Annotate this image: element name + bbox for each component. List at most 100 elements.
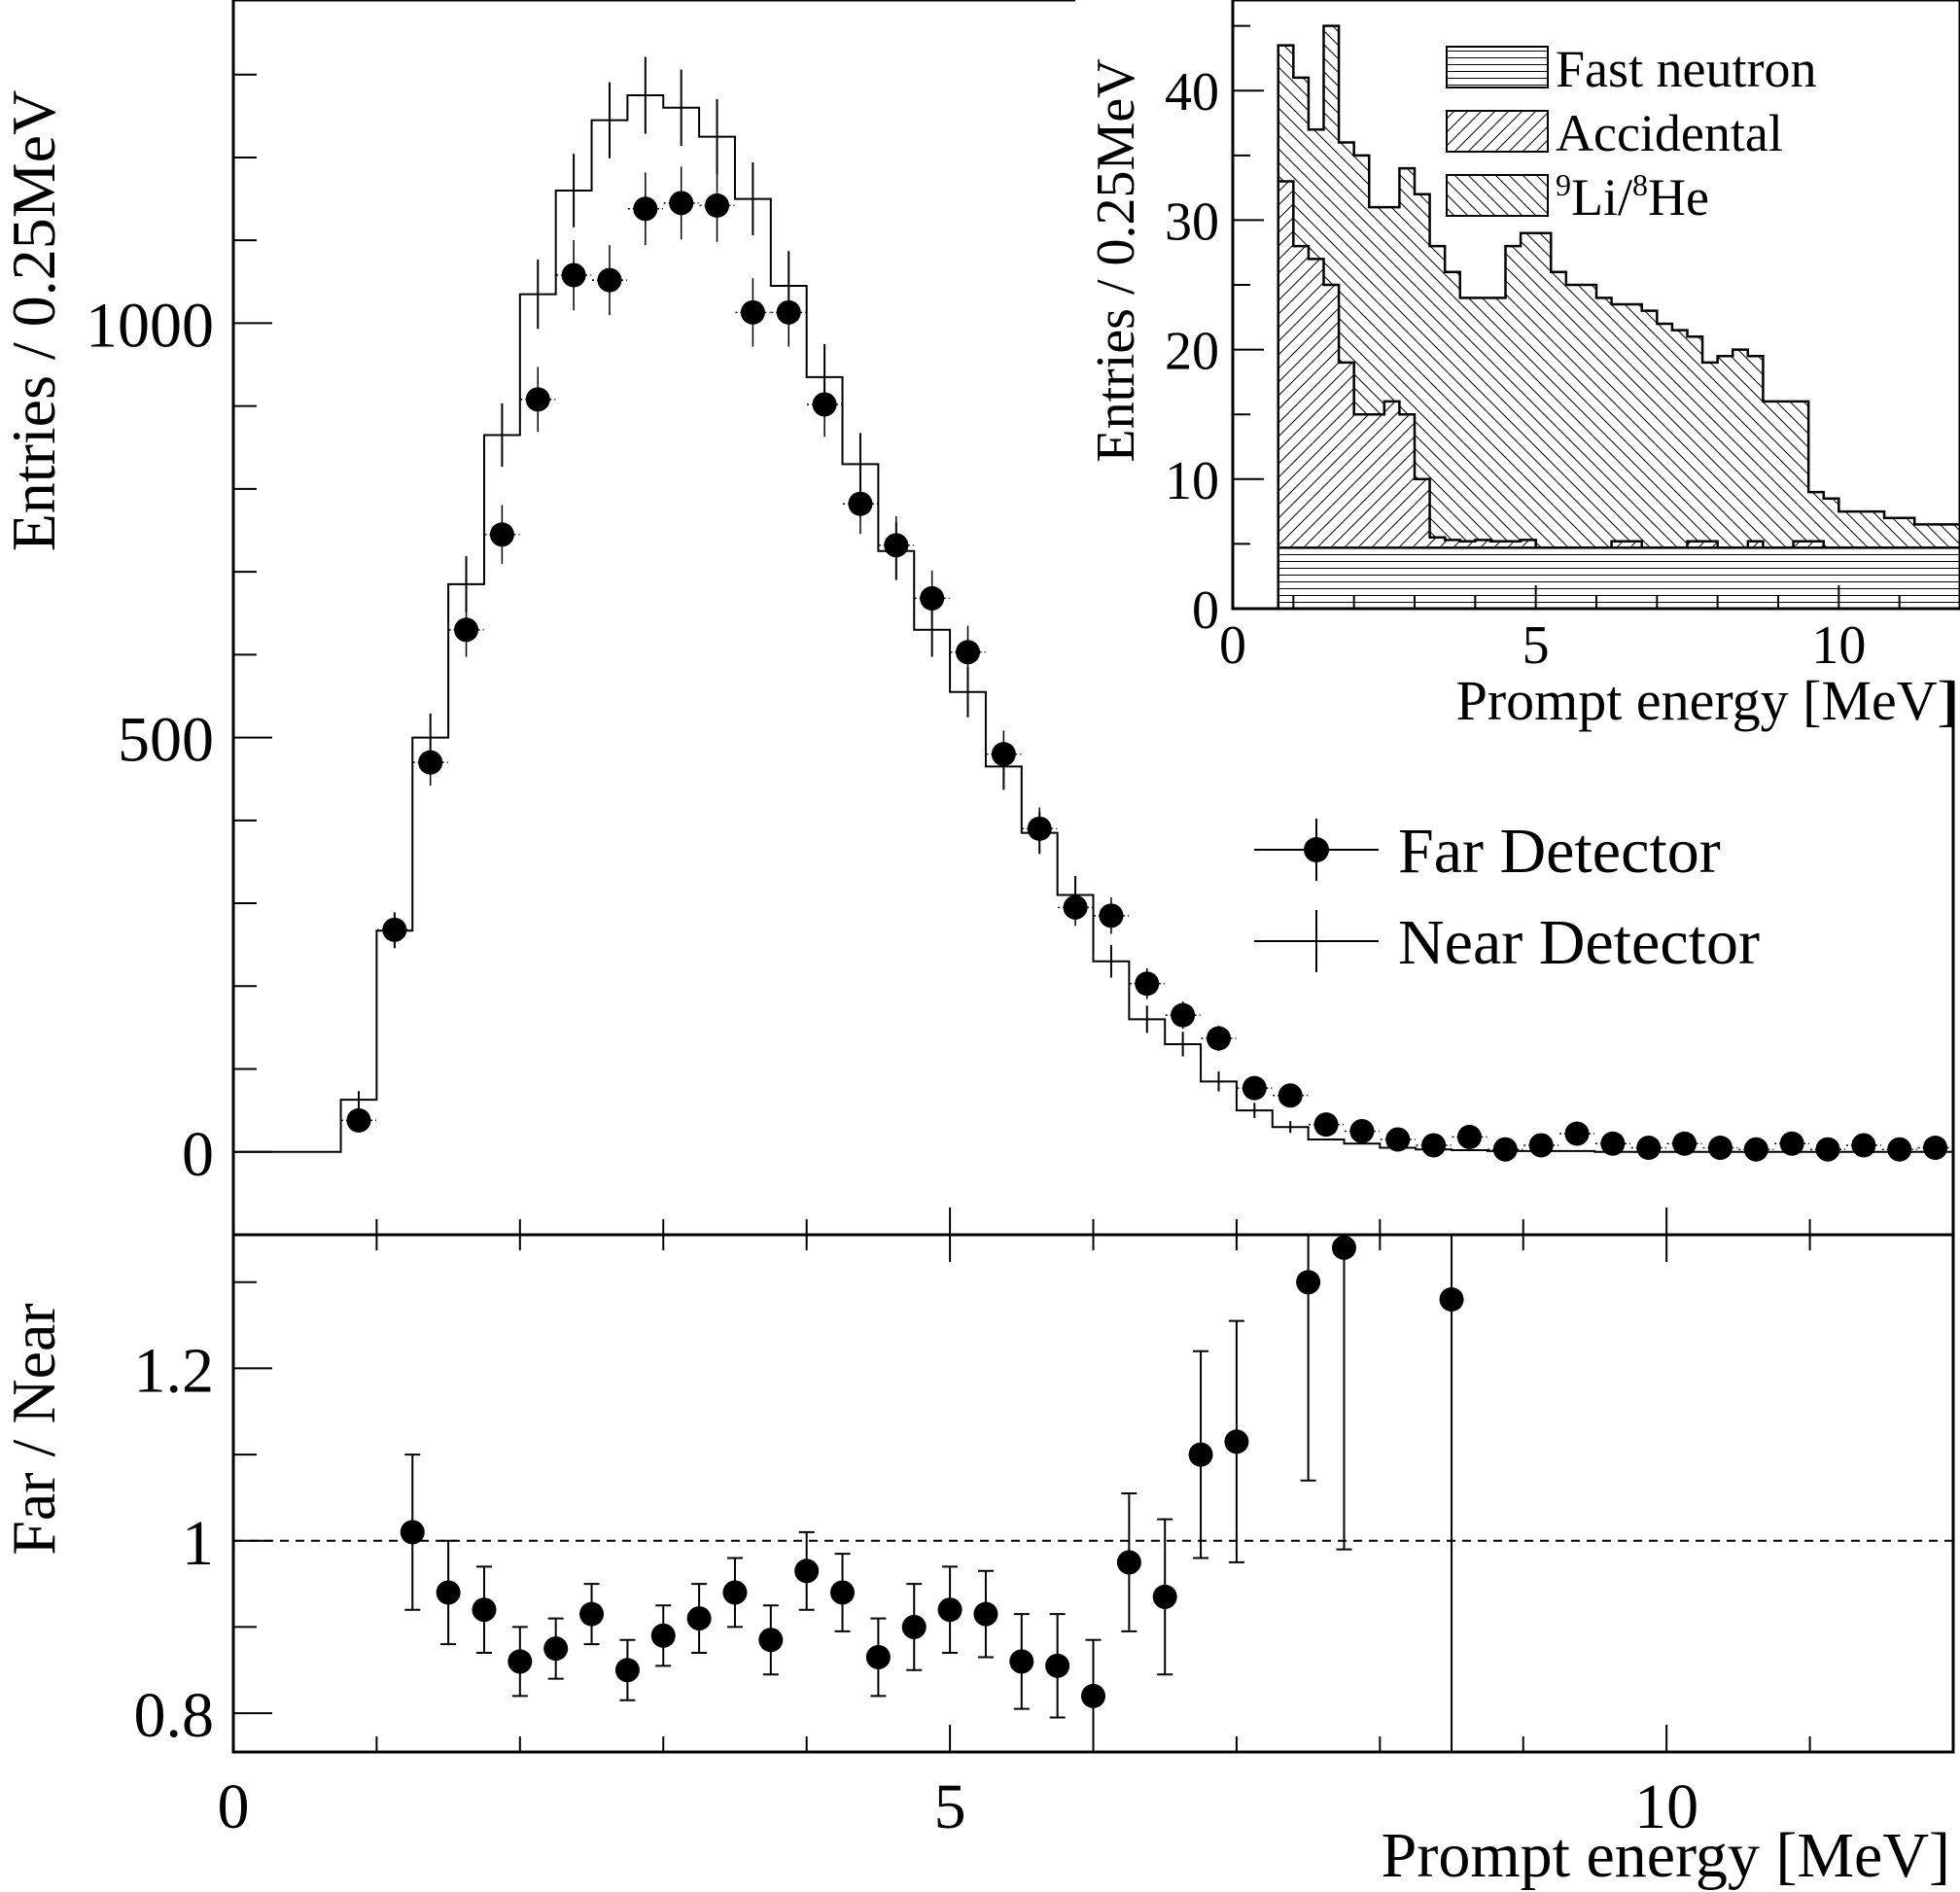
ratio-point xyxy=(1116,1550,1141,1575)
far-detector-point xyxy=(525,387,550,412)
far-detector-point xyxy=(1851,1133,1876,1158)
far-detector-point xyxy=(956,640,981,665)
far-detector-point xyxy=(1349,1118,1375,1143)
far-detector-point xyxy=(920,585,945,611)
ratio-x-tick-label: 5 xyxy=(934,1771,966,1842)
ratio-point xyxy=(436,1580,461,1605)
inset-fast-neutron-fill xyxy=(1278,547,1960,609)
legend-fast-neutron-swatch xyxy=(1446,46,1549,88)
far-detector-point xyxy=(669,191,694,216)
far-detector-point xyxy=(1636,1136,1662,1161)
legend-he-mass: 8 xyxy=(1632,167,1648,202)
ratio-point xyxy=(543,1636,569,1662)
ratio-point xyxy=(973,1601,998,1627)
far-detector-point xyxy=(1135,971,1160,997)
legend-fast-neutron-label: Fast neutron xyxy=(1556,40,1816,98)
far-detector-point xyxy=(489,522,514,547)
inset-x-axis-label: Prompt energy [MeV] xyxy=(1456,669,1956,732)
far-detector-point xyxy=(991,742,1016,767)
far-detector-point xyxy=(1456,1124,1482,1149)
ratio-x-axis-label: Prompt energy [MeV] xyxy=(1382,1820,1950,1891)
legend-li-he-swatch xyxy=(1446,174,1549,217)
ratio-point xyxy=(1081,1683,1105,1708)
ratio-point xyxy=(830,1580,856,1605)
ratio-panel: 0.8 1 1.2 0 5 10 Far / Near Prompt energy [Me… xyxy=(0,1233,1955,1891)
ratio-point xyxy=(1331,1235,1356,1260)
far-detector-point xyxy=(848,491,873,516)
main-y-axis-label: Entries / 0.25MeV xyxy=(0,90,68,552)
ratio-point xyxy=(579,1601,605,1627)
inset-y-tick-label: 30 xyxy=(1165,192,1219,252)
inset-tick-labels: 0 10 20 30 40 0 5 10 xyxy=(1165,62,1866,676)
ratio-y-tick-label: 1 xyxy=(182,1508,214,1579)
far-detector-point xyxy=(346,1107,371,1133)
ratio-x-tick-label: 0 xyxy=(218,1771,250,1842)
legend-accidental: Accidental xyxy=(1446,104,1783,162)
far-detector-point xyxy=(1385,1127,1411,1152)
far-detector-point xyxy=(1492,1137,1518,1162)
main-y-tick-label: 500 xyxy=(118,705,214,776)
far-detector-point xyxy=(740,299,765,325)
ratio-point xyxy=(650,1623,676,1648)
legend-accidental-swatch xyxy=(1446,110,1549,153)
ratio-point xyxy=(508,1649,533,1674)
inset-y-tick-label: 10 xyxy=(1165,451,1219,511)
far-detector-point xyxy=(1171,1002,1196,1028)
legend-fast-neutron: Fast neutron xyxy=(1446,40,1816,98)
inset-y-axis-label: Entries / 0.25MeV xyxy=(1086,58,1146,462)
far-detector-point xyxy=(812,392,837,417)
far-detector-point xyxy=(1887,1137,1912,1162)
legend-li-mass: 9 xyxy=(1556,167,1571,202)
ratio-point xyxy=(614,1658,640,1683)
legend-far-detector: Far Detector xyxy=(1254,816,1721,887)
ratio-point xyxy=(472,1597,497,1623)
far-detector-point xyxy=(633,196,658,222)
far-detector-point xyxy=(1278,1083,1303,1108)
ratio-tick-labels: 0.8 1 1.2 0 5 10 xyxy=(134,1335,1699,1842)
ratio-series xyxy=(400,1235,1464,1752)
far-detector-point xyxy=(1063,894,1088,920)
far-detector-point xyxy=(1528,1133,1554,1158)
ratio-point xyxy=(901,1614,927,1639)
inset-ticks xyxy=(1232,24,1960,610)
far-detector-point xyxy=(1206,1026,1231,1051)
ratio-y-tick-label: 1.2 xyxy=(134,1335,215,1406)
far-detector-point xyxy=(884,533,909,558)
main-ticks xyxy=(232,73,1954,1235)
inset-y-tick-label: 20 xyxy=(1165,322,1219,382)
ratio-point xyxy=(1009,1649,1034,1674)
legend-li-he-label: 9Li/8He xyxy=(1556,167,1709,227)
far-detector-point xyxy=(1313,1112,1339,1138)
inset-li-he-outline xyxy=(1277,24,1960,609)
legend-li-text: Li/ xyxy=(1571,168,1632,227)
inset-legend: Fast neutron Accidental 9Li/8He xyxy=(1446,40,1816,227)
far-detector-point xyxy=(1672,1131,1698,1156)
far-detector-point xyxy=(561,263,586,288)
legend-accidental-label: Accidental xyxy=(1556,104,1783,162)
inset-stacked-histogram xyxy=(1277,24,1960,609)
inset-li-he-fill xyxy=(1278,25,1960,609)
legend-far-marker xyxy=(1304,837,1329,862)
inset-x-tick-label: 0 xyxy=(1219,615,1246,676)
ratio-point xyxy=(865,1644,891,1669)
far-detector-point xyxy=(1027,816,1052,841)
ratio-point xyxy=(1152,1584,1177,1609)
ratio-y-tick-label: 0.8 xyxy=(134,1680,215,1751)
legend-far-label: Far Detector xyxy=(1398,816,1721,887)
far-detector-point xyxy=(597,267,622,293)
far-detector-point xyxy=(1242,1075,1267,1101)
ratio-point xyxy=(686,1606,712,1631)
ratio-point xyxy=(794,1559,820,1584)
legend-li-he: 9Li/8He xyxy=(1446,167,1709,227)
inset-x-tick-label: 10 xyxy=(1811,615,1866,676)
legend-near-detector: Near Detector xyxy=(1254,907,1760,978)
far-detector-point xyxy=(1923,1136,1948,1161)
far-detector-point xyxy=(1421,1133,1447,1158)
ratio-point xyxy=(400,1520,425,1545)
ratio-point xyxy=(1296,1270,1321,1295)
far-detector-point xyxy=(1743,1137,1768,1162)
far-detector-point xyxy=(382,917,407,942)
main-y-tick-label: 1000 xyxy=(86,290,214,361)
